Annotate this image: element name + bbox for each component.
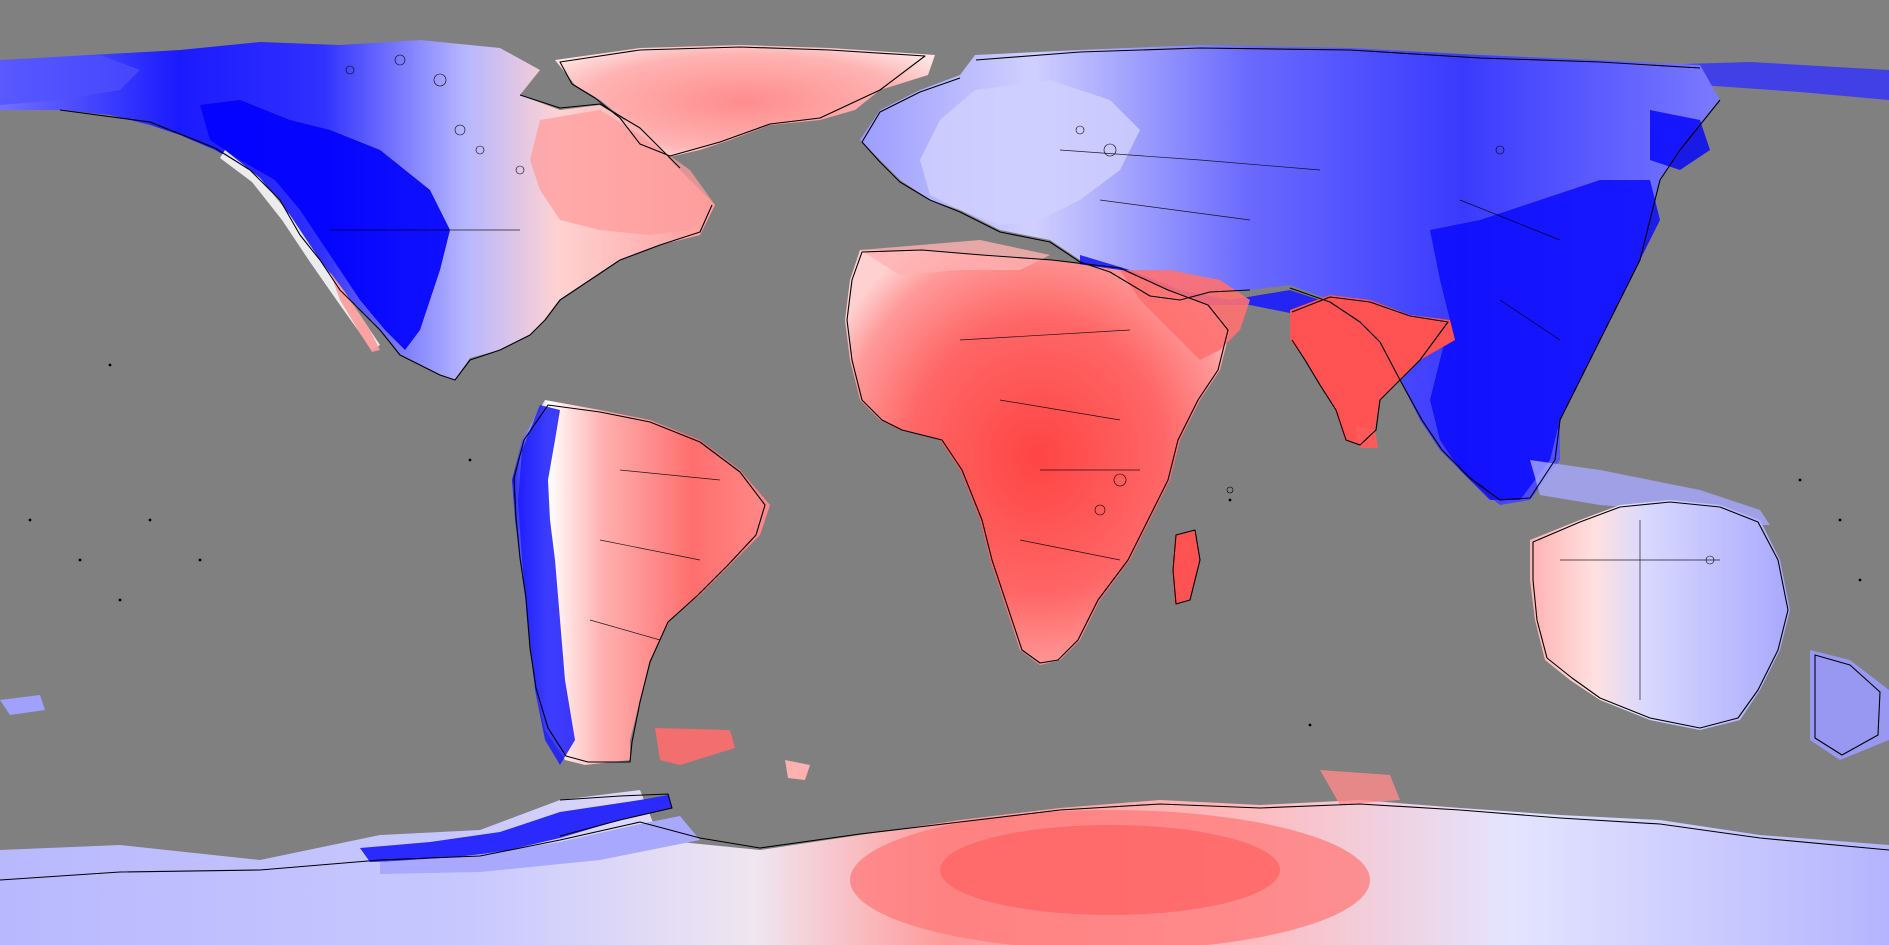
coastline-india bbox=[1291, 296, 1449, 446]
region-greenland bbox=[555, 45, 935, 158]
coastline-eurasia bbox=[861, 47, 1721, 501]
coastline-antarctica bbox=[0, 803, 1889, 881]
coastline-greenland bbox=[559, 46, 926, 157]
region-antarctica-west-pale bbox=[380, 816, 700, 874]
coastline-australia bbox=[1532, 501, 1789, 729]
region-india bbox=[1290, 295, 1455, 445]
region-south-america bbox=[512, 400, 770, 765]
coastline-south-america bbox=[513, 404, 766, 763]
lakes bbox=[345, 54, 1715, 565]
coastline-north-america bbox=[59, 94, 713, 381]
borders bbox=[330, 149, 1720, 700]
region-antarctica-west-band bbox=[360, 795, 672, 862]
pacific-islands bbox=[28, 363, 1862, 727]
coastline-new-zealand bbox=[1814, 654, 1881, 756]
region-na-rockies bbox=[200, 100, 450, 350]
coastline-antarctic-peninsula bbox=[559, 793, 673, 837]
coastline-madagascar bbox=[1172, 529, 1201, 605]
region-australia bbox=[1530, 500, 1790, 730]
coastline-africa bbox=[846, 249, 1229, 664]
region-arabia bbox=[1120, 270, 1250, 360]
region-africa bbox=[845, 250, 1230, 665]
